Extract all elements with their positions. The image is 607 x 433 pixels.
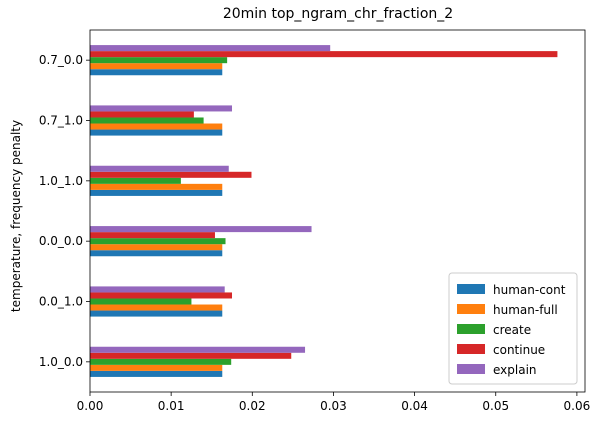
legend-label-explain: explain <box>493 363 537 377</box>
legend-box <box>448 272 578 385</box>
plot-frame <box>89 29 586 393</box>
bar-human-full-0.7_1.0 <box>90 123 223 130</box>
bar-continue-0.0_1.0 <box>90 292 233 299</box>
chart-title: 20min top_ngram_chr_fraction_2 <box>223 6 453 22</box>
y-axis-label: temperature, frequency penalty <box>9 120 23 312</box>
x-tick-label: 0.03 <box>320 399 347 413</box>
y-tick-label: 0.0_1.0 <box>39 295 83 309</box>
bar-explain-1.0_1.0 <box>90 165 229 172</box>
bar-human-cont-0.7_1.0 <box>90 129 223 136</box>
legend-swatch-create <box>457 324 485 334</box>
y-tick-label: 0.0_0.0 <box>39 234 83 248</box>
x-tick-label: 0.06 <box>564 399 591 413</box>
bar-create-1.0_0.0 <box>90 358 232 365</box>
bar-continue-1.0_1.0 <box>90 171 252 178</box>
legend-swatch-human-cont <box>457 284 485 294</box>
bar-human-full-0.0_1.0 <box>90 304 223 311</box>
x-tick-label: 0.05 <box>482 399 509 413</box>
bar-create-0.7_0.0 <box>90 57 228 64</box>
x-tick-label: 0.00 <box>77 399 104 413</box>
legend-swatch-human-full <box>457 304 485 314</box>
bar-create-0.0_1.0 <box>90 298 192 305</box>
legend-label-human-cont: human-cont <box>493 283 566 297</box>
bar-continue-0.0_0.0 <box>90 232 215 239</box>
legend-swatch-continue <box>457 344 485 354</box>
bar-explain-0.0_0.0 <box>90 226 312 233</box>
bar-explain-0.0_1.0 <box>90 286 225 293</box>
bar-human-full-0.7_0.0 <box>90 63 223 70</box>
legend-label-create: create <box>493 323 531 337</box>
bar-human-cont-1.0_1.0 <box>90 189 223 196</box>
bar-human-cont-0.0_0.0 <box>90 250 223 257</box>
bar-human-full-1.0_1.0 <box>90 183 223 190</box>
bar-continue-0.7_0.0 <box>90 51 558 58</box>
bars-layer <box>90 45 558 377</box>
x-tick-label: 0.04 <box>401 399 428 413</box>
x-tick-label: 0.02 <box>239 399 266 413</box>
y-tick-label: 0.7_0.0 <box>39 53 83 67</box>
bar-human-full-1.0_0.0 <box>90 364 223 371</box>
bar-human-full-0.0_0.0 <box>90 244 223 251</box>
y-tick-label: 1.0_1.0 <box>39 174 83 188</box>
bar-create-0.0_0.0 <box>90 238 226 245</box>
bar-create-1.0_1.0 <box>90 177 181 184</box>
bar-explain-0.7_0.0 <box>90 45 331 52</box>
legend-swatch-explain <box>457 364 485 374</box>
legend: human-cont human-full create continue explai… <box>448 272 578 385</box>
bar-continue-1.0_0.0 <box>90 352 292 359</box>
bar-human-cont-0.7_0.0 <box>90 69 223 76</box>
legend-label-human-full: human-full <box>493 303 558 317</box>
x-tick-label: 0.01 <box>158 399 185 413</box>
bar-explain-0.7_1.0 <box>90 105 233 112</box>
bar-create-0.7_1.0 <box>90 117 204 124</box>
bar-human-cont-1.0_0.0 <box>90 370 223 377</box>
bar-explain-1.0_0.0 <box>90 346 306 353</box>
bar-continue-0.7_1.0 <box>90 111 194 118</box>
axes-layer: 0.00 0.01 0.02 0.03 0.04 0.05 0.06 1.0_0.0 0.0_1… <box>39 29 591 413</box>
bar-human-cont-0.0_1.0 <box>90 310 223 317</box>
y-tick-label: 1.0_0.0 <box>39 355 83 369</box>
y-tick-label: 0.7_1.0 <box>39 114 83 128</box>
legend-label-continue: continue <box>493 343 545 357</box>
